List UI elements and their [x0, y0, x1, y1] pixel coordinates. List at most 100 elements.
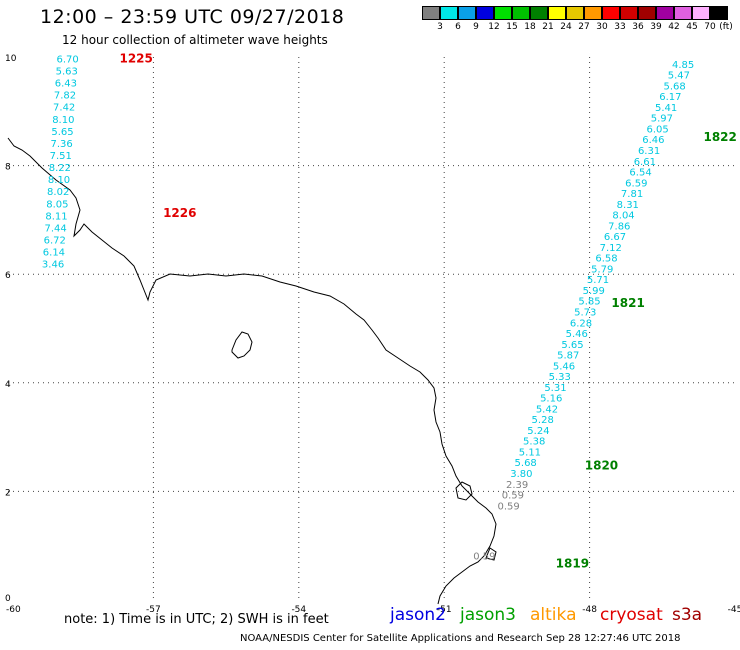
wave-height-value: 4.85 [672, 60, 694, 71]
y-tick-label: 4 [5, 380, 11, 390]
wave-height-value: 8.02 [47, 187, 69, 198]
satellite-jason3: jason3 [460, 605, 516, 625]
wave-height-value: 5.38 [523, 437, 545, 448]
scale-label: 3 [437, 22, 443, 32]
x-tick-label: -54 [291, 605, 306, 615]
x-tick-label: -48 [582, 605, 597, 615]
wave-height-value: 5.31 [544, 383, 566, 394]
wave-height-value: 5.28 [532, 415, 554, 426]
wave-height-value: 7.42 [53, 103, 75, 114]
wave-height-value: 0.59 [498, 501, 520, 512]
credit-line: NOAA/NESDIS Center for Satellite Applica… [240, 633, 681, 644]
scale-label: 6 [455, 22, 461, 32]
wave-height-value: 6.43 [55, 79, 77, 90]
wave-height-value: 5.73 [574, 308, 596, 319]
wave-height-value: 6.28 [570, 318, 592, 329]
wave-height-value: 7.44 [44, 223, 66, 234]
satellite-jason2: jason2 [390, 605, 446, 625]
pass-time-label: 1819 [556, 556, 589, 570]
wave-height-value: 6.61 [634, 157, 656, 168]
satellite-cryosat: cryosat [600, 605, 663, 625]
wave-height-value: 5.63 [56, 67, 78, 78]
wave-height-value: 5.68 [515, 458, 537, 469]
scale-label: 21 [542, 22, 554, 32]
pass-time-label: 1821 [611, 296, 644, 310]
y-tick-label: 10 [5, 54, 17, 64]
scale-color-box [692, 6, 710, 20]
wave-height-value: 5.24 [527, 426, 549, 437]
coastline-south-america [7, 137, 497, 605]
scale-label: 18 [524, 22, 536, 32]
wave-height-value: 5.46 [566, 329, 588, 340]
scale-label: 70 [704, 22, 716, 32]
scale-label: 9 [473, 22, 479, 32]
scale-color-box [656, 6, 674, 20]
wave-height-value: 5.68 [663, 81, 685, 92]
wave-height-value: 6.59 [625, 178, 647, 189]
wave-height-value: 5.41 [655, 103, 677, 114]
wave-height-value: 8.05 [46, 199, 68, 210]
wave-height-value: 5.71 [587, 275, 609, 286]
wave-height-value: 5.65 [51, 127, 73, 138]
scale-color-box [476, 6, 494, 20]
y-tick-label: 2 [5, 488, 11, 498]
scale-color-box [710, 6, 728, 20]
wave-height-value: 6.70 [56, 54, 78, 65]
scale-color-box [566, 6, 584, 20]
scale-label: 42 [668, 22, 680, 32]
wave-height-value: 6.72 [44, 236, 66, 247]
wave-height-value: 0.59 [473, 551, 495, 562]
chart-title: 12:00 – 23:59 UTC 09/27/2018 [40, 6, 345, 28]
y-tick-label: 0 [5, 594, 11, 604]
wave-height-value: 7.82 [54, 91, 76, 102]
wave-height-value: 6.67 [604, 232, 626, 243]
x-tick-label: -45 [728, 605, 740, 615]
wave-height-value: 8.22 [49, 163, 71, 174]
pass-time-label: 1226 [163, 206, 196, 220]
scale-label: 36 [632, 22, 644, 32]
wave-height-value: 6.54 [629, 168, 651, 179]
scale-color-box [440, 6, 458, 20]
wave-height-value: 5.33 [549, 372, 571, 383]
wave-height-value: 5.11 [519, 447, 541, 458]
wave-height-value: 5.42 [536, 404, 558, 415]
wave-height-value: 3.46 [42, 260, 64, 271]
scale-color-box [530, 6, 548, 20]
marajo-outline [455, 481, 497, 561]
scale-label: 33 [614, 22, 626, 32]
x-tick-label: -51 [437, 605, 452, 615]
wave-height-value: 5.47 [668, 71, 690, 82]
y-tick-label: 6 [5, 271, 11, 281]
wave-height-value: 5.97 [651, 114, 673, 125]
x-tick-label: -57 [146, 605, 161, 615]
wave-height-value: 8.31 [617, 200, 639, 211]
wave-height-value: 5.16 [540, 394, 562, 405]
altimeter-tracks: 6.705.636.437.827.428.105.657.367.518.22… [42, 51, 737, 570]
scale-color-box [494, 6, 512, 20]
wave-height-value: 6.58 [595, 254, 617, 265]
y-tick-label: 8 [5, 163, 11, 173]
wave-height-value: 6.31 [638, 146, 660, 157]
wave-height-value: 3.80 [510, 469, 532, 480]
wave-height-value: 7.86 [608, 221, 630, 232]
scale-color-box [674, 6, 692, 20]
scale-label: 45 [686, 22, 698, 32]
scale-label: 30 [596, 22, 608, 32]
wave-height-value: 5.85 [578, 297, 600, 308]
map-grid: -60 -57 -54 -51 -48 -45 0 2 4 6 8 10 [5, 54, 740, 615]
satellite-altika: altika [530, 605, 577, 625]
wave-height-value: 5.79 [591, 264, 613, 275]
wave-height-value: 5.46 [553, 361, 575, 372]
wave-height-value: 8.04 [612, 211, 634, 222]
wave-height-value: 8.10 [48, 175, 70, 186]
wave-height-value: 5.99 [583, 286, 605, 297]
wave-height-value: 8.11 [45, 211, 67, 222]
wave-height-value: 6.46 [642, 135, 664, 146]
scale-color-box [602, 6, 620, 20]
scale-label: 12 [488, 22, 500, 32]
wave-height-value: 5.65 [561, 340, 583, 351]
island-outline [231, 331, 253, 359]
wave-height-value: 7.81 [621, 189, 643, 200]
scale-label: 15 [506, 22, 518, 32]
